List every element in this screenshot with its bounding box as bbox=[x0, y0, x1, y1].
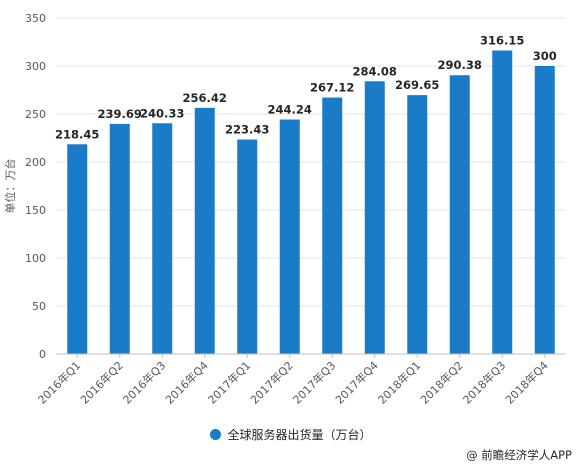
x-axis-ticks: 2016年Q12016年Q22016年Q32016年Q42017年Q12017年… bbox=[35, 354, 551, 407]
bar bbox=[67, 144, 88, 354]
x-tick-label: 2018年Q2 bbox=[417, 358, 466, 407]
y-tick-label: 300 bbox=[25, 60, 46, 73]
bar bbox=[322, 97, 343, 355]
bar bbox=[449, 75, 470, 354]
y-tick-label: 50 bbox=[32, 300, 46, 313]
data-label: 223.43 bbox=[225, 123, 269, 137]
x-tick-label: 2016年Q2 bbox=[77, 358, 126, 407]
bar bbox=[237, 139, 258, 354]
data-label: 267.12 bbox=[310, 81, 354, 95]
y-tick-label: 350 bbox=[25, 12, 46, 25]
x-tick-label: 2017年Q1 bbox=[205, 358, 254, 407]
x-tick-label: 2016年Q4 bbox=[162, 358, 211, 407]
legend: 全球服务器出货量（万台） bbox=[0, 426, 582, 443]
x-tick-label: 2016年Q3 bbox=[120, 358, 169, 407]
x-tick-label: 2016年Q1 bbox=[35, 358, 84, 407]
data-label: 284.08 bbox=[353, 64, 397, 78]
bar bbox=[407, 95, 428, 355]
x-tick-label: 2017年Q4 bbox=[332, 358, 381, 407]
bar bbox=[194, 107, 215, 355]
bar bbox=[534, 66, 555, 354]
y-tick-label: 250 bbox=[25, 108, 46, 121]
data-label: 218.45 bbox=[55, 127, 99, 141]
y-tick-label: 0 bbox=[39, 348, 46, 361]
y-axis-label: 单位：万台 bbox=[3, 159, 17, 214]
data-label: 300 bbox=[533, 49, 557, 63]
legend-marker bbox=[210, 429, 222, 440]
bar bbox=[492, 50, 513, 354]
x-tick-label: 2017年Q2 bbox=[247, 358, 296, 407]
y-axis-ticks: 0 50 100 150 200 250 300 350 bbox=[25, 12, 46, 361]
data-label: 269.65 bbox=[395, 78, 439, 92]
data-label: 316.15 bbox=[480, 33, 524, 47]
bar bbox=[152, 123, 173, 354]
x-tick-label: 2018年Q1 bbox=[375, 358, 424, 407]
y-tick-label: 200 bbox=[25, 156, 46, 169]
x-tick-label: 2018年Q4 bbox=[502, 358, 551, 407]
footer-credit: @ 前瞻经济学人APP bbox=[466, 448, 572, 462]
gridlines bbox=[56, 17, 566, 307]
bars bbox=[67, 50, 555, 355]
x-tick-label: 2017年Q3 bbox=[290, 358, 339, 407]
data-label: 290.38 bbox=[438, 58, 482, 72]
data-label: 239.69 bbox=[98, 107, 142, 121]
y-tick-label: 150 bbox=[25, 204, 46, 217]
bar bbox=[109, 123, 130, 354]
bar bbox=[279, 119, 300, 354]
data-label: 256.42 bbox=[183, 91, 227, 105]
legend-label: 全球服务器出货量（万台） bbox=[227, 428, 372, 442]
data-label: 244.24 bbox=[268, 103, 312, 117]
x-tick-label: 2018年Q3 bbox=[460, 358, 509, 407]
bar bbox=[364, 81, 385, 354]
data-label: 240.33 bbox=[140, 106, 184, 120]
y-tick-label: 100 bbox=[25, 252, 46, 265]
